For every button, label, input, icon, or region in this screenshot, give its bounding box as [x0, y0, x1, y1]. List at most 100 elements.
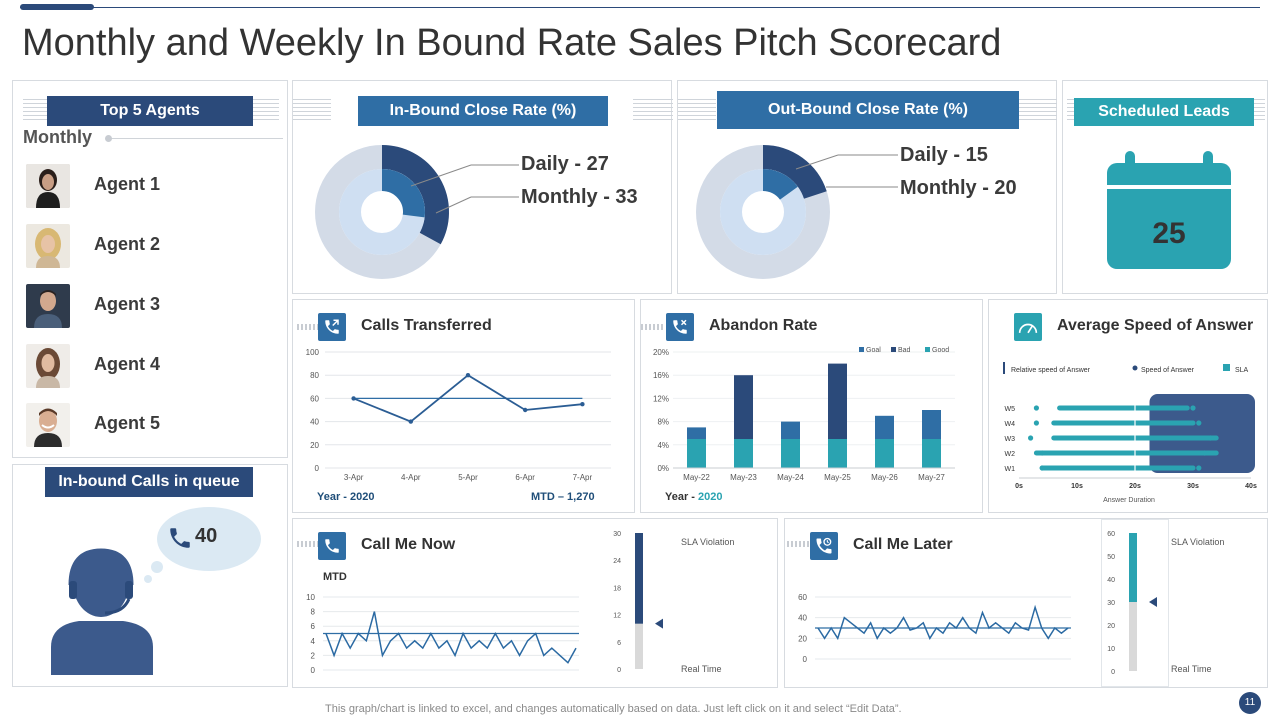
outbound-daily-label: Daily - 15 [900, 144, 988, 166]
data-point [1033, 420, 1039, 426]
call-me-later-chart: 0 20 40 60 [798, 593, 1071, 664]
inbound-close-header: In-Bound Close Rate (%) [358, 96, 608, 126]
data-point [351, 396, 356, 401]
bar-segment [875, 439, 894, 468]
donut-inner-value [381, 169, 425, 218]
outbound-close-donut [696, 145, 898, 279]
y-tick-label: W4 [1005, 421, 1016, 428]
legend-label: Relative speed of Answer [1011, 367, 1091, 374]
data-point [408, 419, 413, 424]
bar-segment [687, 427, 706, 439]
x-tick-label: 0s [1015, 483, 1023, 490]
y-tick-label: 0 [315, 464, 320, 473]
leader-line [410, 164, 472, 187]
title-dots [297, 324, 319, 330]
call-me-now-realtime: Real Time [681, 664, 722, 674]
y-tick-label: 60 [798, 593, 807, 602]
title-accent-tab [20, 4, 94, 10]
series-line [817, 604, 1069, 641]
y-tick-label: 18 [613, 585, 621, 592]
y-tick-label: 30 [1107, 600, 1115, 607]
calls-transferred-panel: Calls Transferred 0 20 40 60 80 100 3-Apr 4-Apr… [292, 299, 635, 513]
data-point [580, 402, 585, 407]
queue-header: In-bound Calls in queue [45, 467, 253, 497]
speed-answer-panel: Average Speed of Answer Relative speed o… [988, 299, 1268, 513]
abandon-year-prefix: Year - [665, 491, 699, 503]
legend-swatch [1132, 365, 1138, 371]
queue-panel: In-bound Calls in queue 40 [12, 464, 288, 687]
inbound-close-donut [315, 145, 519, 279]
data-point [1207, 435, 1213, 441]
calendar-icon [1107, 151, 1231, 269]
outbound-close-panel: Out-Bound Close Rate (%) Daily - 15 Mont… [677, 80, 1057, 294]
legend-swatch [925, 347, 930, 352]
avatar [26, 284, 70, 328]
y-tick-label: 8% [657, 418, 669, 427]
donut-outer-value [381, 145, 449, 245]
x-tick-label: 5-Apr [458, 473, 478, 482]
y-tick-label: 50 [1107, 554, 1115, 561]
gauge-fill [1129, 533, 1137, 602]
x-tick-label: May-22 [683, 473, 710, 482]
y-tick-label: 0% [657, 464, 669, 473]
x-tick-label: May-27 [918, 473, 945, 482]
y-tick-label: 8 [311, 608, 316, 617]
leader-line [435, 196, 472, 214]
agent-name: Agent 2 [94, 234, 161, 254]
agent-name: Agent 3 [94, 294, 161, 314]
scheduled-leads-panel: Scheduled Leads 25 [1062, 80, 1268, 294]
scheduled-leads-value: 25 [1152, 217, 1186, 250]
call-me-now-sla: SLA Violation [681, 537, 735, 547]
calls-transferred-mtd: MTD – 1,270 [531, 491, 595, 503]
data-point [1190, 405, 1196, 411]
calls-transferred-chart: 0 20 40 60 80 100 3-Apr 4-Apr 5-Apr 6-Apr 7-Apr [306, 348, 611, 482]
page-number: 11 [1239, 692, 1261, 714]
y-tick-label: 40 [310, 418, 319, 427]
y-tick-label: 16% [653, 371, 669, 380]
x-tick-label: 40s [1245, 483, 1257, 490]
header-lines-right [633, 99, 673, 123]
donut-inner-value [762, 169, 798, 201]
y-tick-label: 40 [1107, 577, 1115, 584]
x-tick-label: 4-Apr [401, 473, 421, 482]
x-tick-label: 10s [1071, 483, 1083, 490]
y-tick-label: 30 [613, 531, 621, 538]
phone-clock-icon [810, 532, 838, 560]
legend-swatch [891, 347, 896, 352]
leader-line [795, 154, 839, 170]
legend-label: Goal [866, 347, 881, 354]
header-lines-right [1019, 99, 1057, 123]
title-accent-line [20, 7, 1260, 8]
phone-icon [318, 532, 346, 560]
title-dots [787, 541, 809, 547]
avatar [26, 344, 70, 388]
y-tick-label: 2 [311, 651, 316, 660]
bar-segment [828, 439, 847, 468]
inbound-daily-label: Daily - 27 [521, 153, 609, 175]
call-me-later-gauge: 0 10 20 30 40 50 60 [1107, 531, 1157, 676]
call-me-now-gauge: 0 6 12 18 24 30 [613, 531, 663, 674]
abandon-year-value: 2020 [698, 491, 723, 503]
call-me-now-title: Call Me Now [361, 536, 456, 553]
agent-name: Agent 4 [94, 354, 161, 374]
y-tick-label: 4% [657, 441, 669, 450]
page-number-text: 11 [1244, 697, 1256, 708]
top-agents-panel: Top 5 Agents Monthly [12, 80, 288, 458]
y-tick-label: W1 [1005, 466, 1016, 473]
bar-segment [734, 439, 753, 468]
calls-transferred-title: Calls Transferred [361, 317, 492, 334]
y-tick-label: 10 [306, 593, 315, 602]
page-title: Monthly and Weekly In Bound Rate Sales P… [22, 22, 1002, 64]
data-point [1028, 435, 1034, 441]
bar-segment [687, 439, 706, 468]
y-tick-label: 24 [613, 558, 621, 565]
y-tick-label: 10 [1107, 646, 1115, 653]
bar-segment [922, 439, 941, 468]
legend-swatch [1223, 364, 1230, 371]
x-tick-label: 7-Apr [573, 473, 593, 482]
period-label: Monthly [23, 127, 92, 147]
y-tick-label: 12% [653, 394, 669, 403]
y-tick-label: 0 [617, 667, 621, 674]
call-me-later-sla: SLA Violation [1171, 537, 1225, 547]
bar-segment [875, 415, 894, 439]
